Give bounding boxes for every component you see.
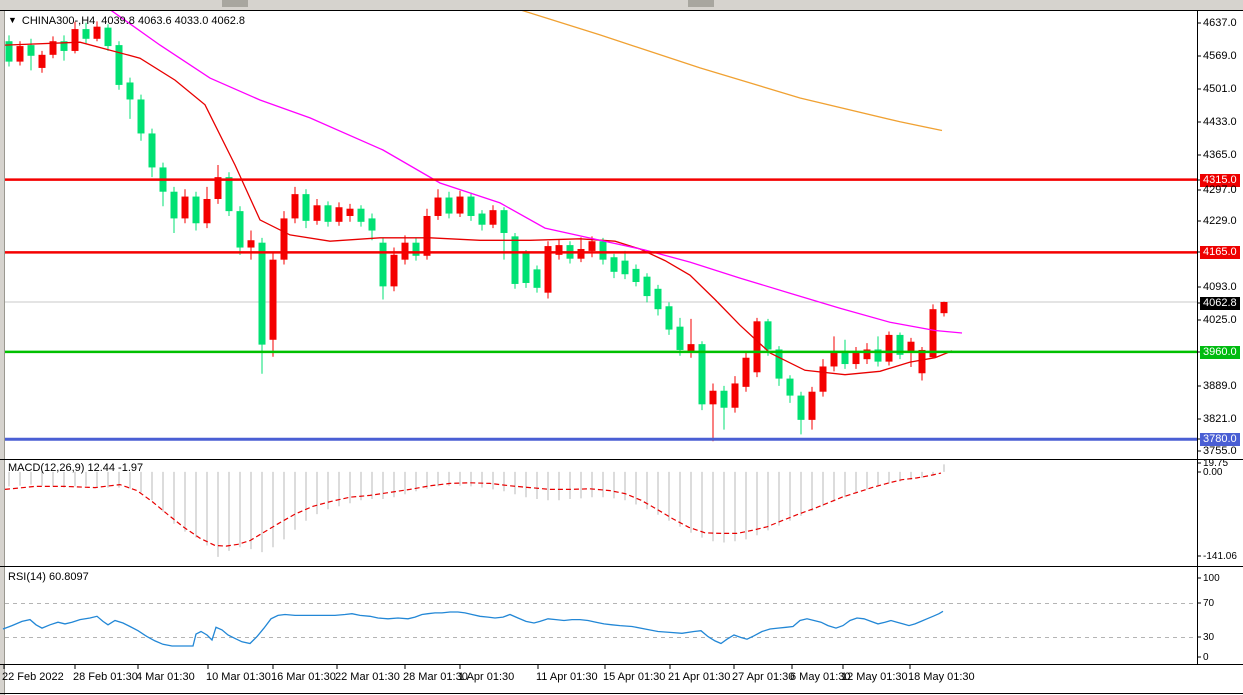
price-axis-label: 4297.0 [1203, 184, 1237, 196]
axis-ticks [3, 22, 1201, 669]
date-label: 22 Mar 01:30 [335, 671, 400, 683]
price-level-badge: 3960.0 [1200, 346, 1240, 359]
date-label: 12 May 01:30 [841, 671, 908, 683]
toolbar-fragment [688, 0, 714, 7]
date-label: 10 Mar 01:30 [206, 671, 271, 683]
date-label: 28 Feb 01:30 [73, 671, 138, 683]
date-label: 27 Apr 01:30 [732, 671, 795, 683]
indicator-scale-label: -141.06 [1203, 551, 1237, 562]
rsi-pane [2, 603, 1197, 647]
main-chart-layer [5, 11, 1197, 442]
indicator-scale-label: 0 [1203, 652, 1209, 663]
price-axis-label: 4501.0 [1203, 83, 1237, 95]
indicator-scale-label: 70 [1203, 598, 1215, 609]
price-axis-label: 4229.0 [1203, 215, 1237, 227]
ma-mid-magenta [110, 11, 963, 334]
price-axis-label: 4365.0 [1203, 149, 1237, 161]
window-top-edge [0, 0, 1243, 10]
date-label: 1 Apr 01:30 [458, 671, 515, 683]
price-axis-label: 4569.0 [1203, 50, 1237, 62]
price-axis-label: 4025.0 [1203, 314, 1237, 326]
macd-signal-line [4, 472, 942, 547]
price-axis-label: 4637.0 [1203, 17, 1237, 29]
toolbar-fragment [222, 0, 248, 7]
ohlc-values: 4039.8 4063.6 4033.0 4062.8 [101, 15, 246, 27]
date-label: 18 May 01:30 [908, 671, 975, 683]
price-axis-label: 4433.0 [1203, 116, 1237, 128]
date-label: 21 Apr 01:30 [668, 671, 731, 683]
date-label: 28 Mar 01:30 [403, 671, 468, 683]
symbol-timeframe: CHINA300-,H4 [21, 15, 96, 27]
rsi-indicator-label: RSI(14) 60.8097 [8, 571, 89, 583]
ma-slow-orange [521, 11, 943, 132]
date-label: 6 May 01:30 [790, 671, 851, 683]
price-axis-label: 3821.0 [1203, 413, 1237, 425]
price-level-badge: 3780.0 [1200, 433, 1240, 446]
price-axis-label: 3889.0 [1203, 380, 1237, 392]
price-level-badge: 4315.0 [1200, 174, 1240, 187]
price-axis-label: 4093.0 [1203, 281, 1237, 293]
indicator-scale-label: 19.75 [1203, 458, 1229, 469]
candles-layer [5, 21, 948, 442]
date-label: 15 Apr 01:30 [603, 671, 666, 683]
price-level-badge: 4062.8 [1200, 297, 1240, 310]
indicator-scale-label: 0.00 [1203, 467, 1223, 478]
price-level-badge: 4165.0 [1200, 246, 1240, 259]
price-axis-label: 3755.0 [1203, 445, 1237, 457]
date-label: 4 Mar 01:30 [136, 671, 195, 683]
chart-dropdown-icon[interactable]: ▼ [8, 15, 17, 25]
date-label: 11 Apr 01:30 [536, 671, 598, 683]
macd-indicator-label: MACD(12,26,9) 12.44 -1.97 [8, 462, 144, 474]
rsi-line [2, 610, 944, 647]
chart-title: ▼ CHINA300-,H4 4039.8 4063.6 4033.0 4062.8 [8, 14, 245, 28]
date-label: 22 Feb 2022 [2, 671, 64, 683]
macd-pane [4, 464, 945, 557]
indicator-scale-label: 30 [1203, 632, 1215, 643]
window-left-edge [0, 10, 5, 695]
ma-fast-red [5, 41, 953, 376]
date-label: 16 Mar 01:30 [271, 671, 336, 683]
indicator-scale-label: 100 [1203, 573, 1220, 584]
